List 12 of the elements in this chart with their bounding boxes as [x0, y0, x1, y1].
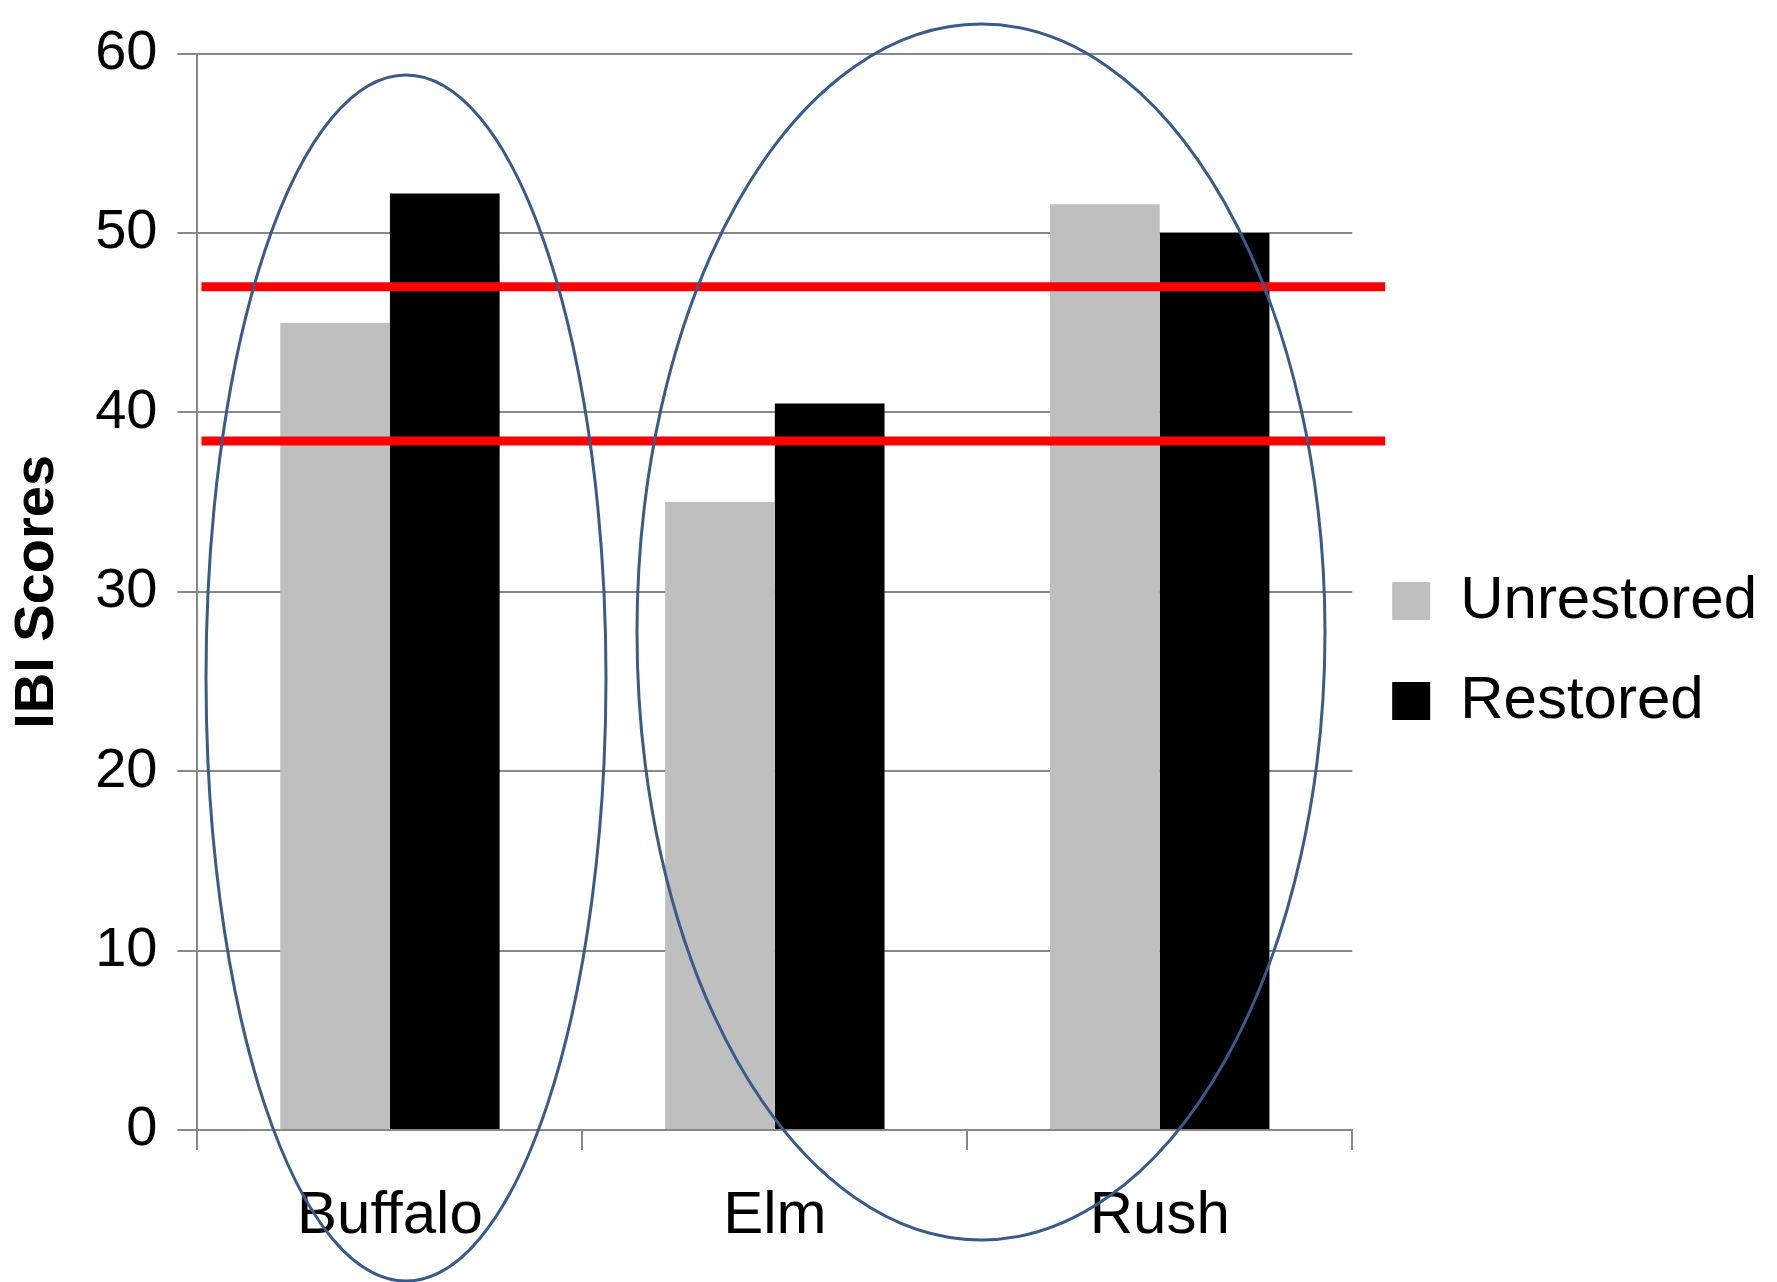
y-tick-label: 60 — [95, 18, 158, 82]
y-tick-label: 30 — [95, 556, 158, 620]
y-tick-label: 10 — [95, 915, 158, 979]
legend-label: Unrestored — [1460, 563, 1758, 631]
y-tick-label: 50 — [95, 197, 158, 261]
y-tick-label: 20 — [95, 735, 158, 799]
y-tick-label: 40 — [95, 376, 158, 440]
legend-label: Restored — [1460, 663, 1704, 731]
x-tick-label: Elm — [723, 1178, 827, 1246]
x-tick-label: Rush — [1089, 1178, 1230, 1246]
y-axis-title: IBI Scores — [2, 454, 66, 729]
y-tick-label: 0 — [126, 1094, 158, 1158]
